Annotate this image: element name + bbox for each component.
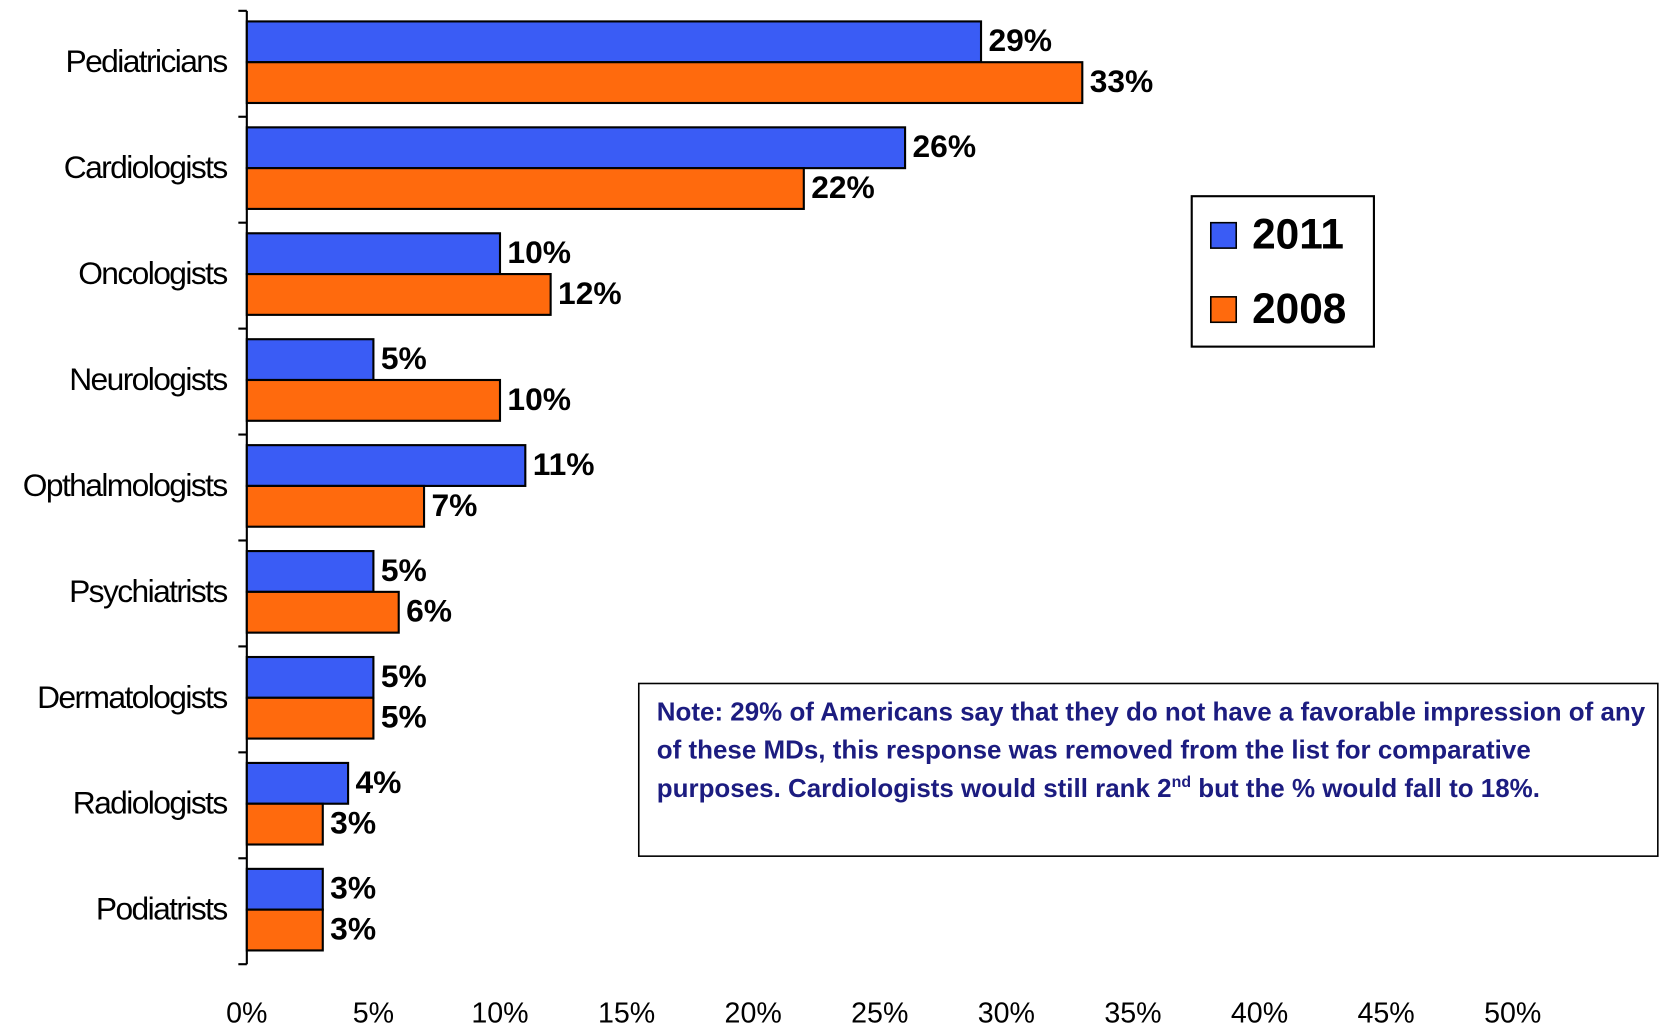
x-tick-label: 50% (1484, 998, 1541, 1028)
bar (245, 273, 552, 316)
x-tick-label: 35% (1104, 998, 1161, 1028)
bar (245, 378, 502, 422)
value-label: 12% (558, 275, 622, 311)
y-tick-label: Cardiologists (64, 149, 228, 185)
value-label: 10% (507, 234, 571, 270)
x-tick-label: 10% (471, 998, 528, 1028)
bar (245, 550, 375, 593)
bar (245, 696, 375, 740)
note: Note: 29% of Americans say that they do … (657, 694, 1653, 808)
note-sup: nd (1171, 773, 1192, 792)
x-tick-label: 25% (851, 998, 908, 1028)
bar (245, 590, 400, 634)
bar (245, 126, 907, 170)
value-label: 5% (381, 552, 427, 588)
x-tick-label: 40% (1231, 998, 1288, 1028)
note-after: but the % would fall to 18%. (1191, 774, 1540, 804)
y-tick-label: Neurologists (69, 361, 227, 397)
value-label: 33% (1090, 63, 1154, 99)
value-label: 29% (988, 22, 1052, 58)
bar (245, 232, 502, 276)
value-label: 22% (811, 169, 875, 205)
x-tick-label: 5% (353, 998, 394, 1028)
note-main: Note: 29% of Americans say that they do … (656, 698, 1646, 804)
y-tick-label: Oncologists (78, 255, 227, 291)
legend-swatch (1209, 296, 1238, 324)
value-label: 11% (533, 446, 595, 482)
y-tick-label: Dermatologists (37, 679, 227, 715)
x-tick-label: 20% (725, 998, 782, 1028)
value-label: 5% (381, 699, 427, 735)
bar (245, 802, 324, 846)
y-tick-label: Opthalmologists (23, 467, 228, 503)
bar (245, 908, 324, 952)
legend-swatch (1209, 221, 1238, 249)
value-label: 3% (330, 910, 376, 946)
x-tick-label: 30% (978, 998, 1035, 1028)
value-label: 5% (381, 340, 427, 376)
legend-label: 2011 (1252, 211, 1344, 258)
x-tick-label: 15% (598, 998, 655, 1028)
value-label: 3% (330, 870, 376, 906)
y-tick-label: Pediatricians (65, 43, 227, 79)
bar (245, 20, 983, 64)
bar (245, 167, 805, 210)
legend-box (1190, 195, 1375, 348)
value-label: 6% (406, 593, 452, 629)
note-text: Note: 29% of Americans say that they do … (657, 694, 1653, 808)
value-label: 7% (431, 487, 477, 523)
value-label: 10% (507, 381, 571, 417)
bar (245, 61, 1084, 105)
legend-label: 2008 (1252, 285, 1346, 332)
value-label: 26% (912, 128, 976, 164)
bar (245, 444, 527, 487)
note-box (637, 682, 1659, 857)
x-tick-label: 0% (226, 998, 267, 1028)
bar (245, 761, 350, 805)
y-tick-label: Podiatrists (96, 891, 228, 927)
y-tick-label: Psychiatrists (69, 573, 227, 609)
value-label: 3% (330, 805, 376, 841)
x-tick-label: 45% (1357, 998, 1414, 1028)
value-label: 5% (381, 658, 427, 694)
value-label: 4% (356, 764, 402, 800)
bar (245, 338, 375, 382)
y-tick-label: Radiologists (73, 785, 228, 821)
bar (245, 655, 375, 699)
bar (245, 484, 426, 528)
bar (245, 867, 324, 911)
